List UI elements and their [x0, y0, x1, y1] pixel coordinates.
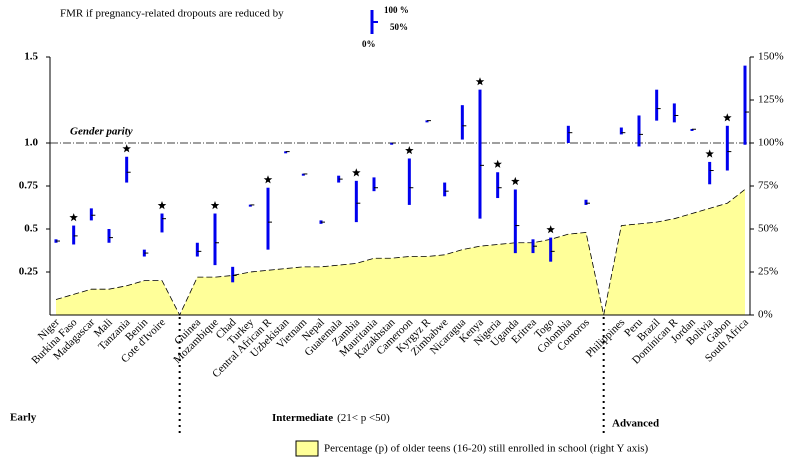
star: [546, 225, 555, 234]
y-tick-label: 1.0: [24, 137, 38, 149]
y2-tick-label: 100%: [758, 137, 784, 149]
fmr-legend-level: 0%: [362, 39, 376, 49]
group-label: Intermediate: [272, 412, 333, 424]
group-label: Early: [10, 412, 37, 424]
star: [475, 77, 485, 86]
fmr-legend-label: FMR if pregnancy-related dropouts are re…: [60, 8, 284, 20]
legend-label: Percentage (p) of older teens (16-20) st…: [324, 443, 649, 455]
enrollment-line: [55, 189, 746, 316]
star: [122, 144, 131, 153]
fmr-legend-level: 50%: [390, 22, 408, 32]
y2-tick-label: 50%: [758, 223, 778, 235]
star: [405, 146, 414, 155]
y2-tick-label: 75%: [758, 180, 778, 192]
y2-tick-label: 0%: [758, 309, 773, 321]
star: [263, 175, 273, 184]
enrollment-area: [56, 189, 745, 315]
y-tick-label: 0.75: [19, 180, 39, 192]
star: [511, 176, 520, 186]
group-label: Intermediate (21< p <50): [272, 412, 390, 424]
x-tick-label: Philippines: [584, 316, 627, 359]
y2-tick-label: 125%: [758, 94, 784, 106]
star: [493, 159, 502, 168]
star: [157, 201, 167, 210]
y-tick-label: 0.25: [19, 266, 39, 278]
y-tick-label: 0.5: [24, 223, 38, 235]
legend-swatch: [295, 440, 319, 457]
group-label: Advanced: [612, 418, 659, 430]
gender-parity-label: Gender parity: [70, 126, 133, 138]
group-note: (21< p <50): [337, 412, 390, 424]
y-tick-label: 1.5: [24, 51, 38, 63]
star: [210, 201, 220, 210]
star: [705, 149, 714, 158]
fmr-legend-level: 100 %: [384, 5, 409, 15]
y2-tick-label: 150%: [758, 51, 784, 63]
y2-tick-label: 25%: [758, 266, 778, 278]
star: [723, 113, 732, 122]
star: [69, 213, 78, 222]
star: [352, 168, 361, 177]
